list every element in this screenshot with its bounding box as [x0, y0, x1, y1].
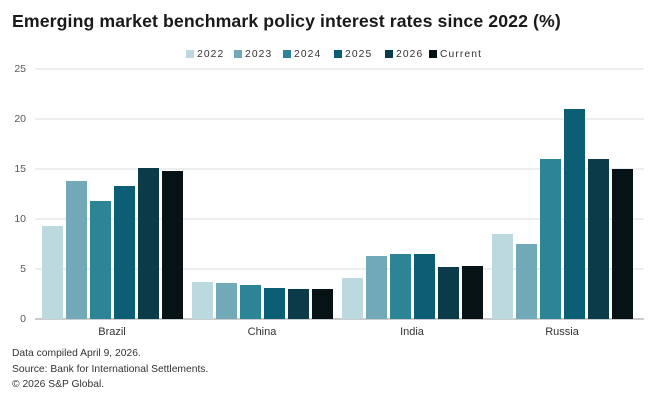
svg-text:25: 25: [14, 65, 26, 75]
svg-text:20: 20: [14, 113, 26, 125]
svg-text:5: 5: [20, 263, 26, 275]
svg-text:India: India: [400, 326, 425, 338]
svg-text:China: China: [248, 326, 278, 338]
svg-text:15: 15: [14, 163, 26, 175]
svg-text:0: 0: [20, 313, 26, 325]
svg-text:10: 10: [14, 213, 26, 225]
svg-text:Russia: Russia: [545, 326, 580, 338]
svg-text:Brazil: Brazil: [98, 326, 126, 338]
